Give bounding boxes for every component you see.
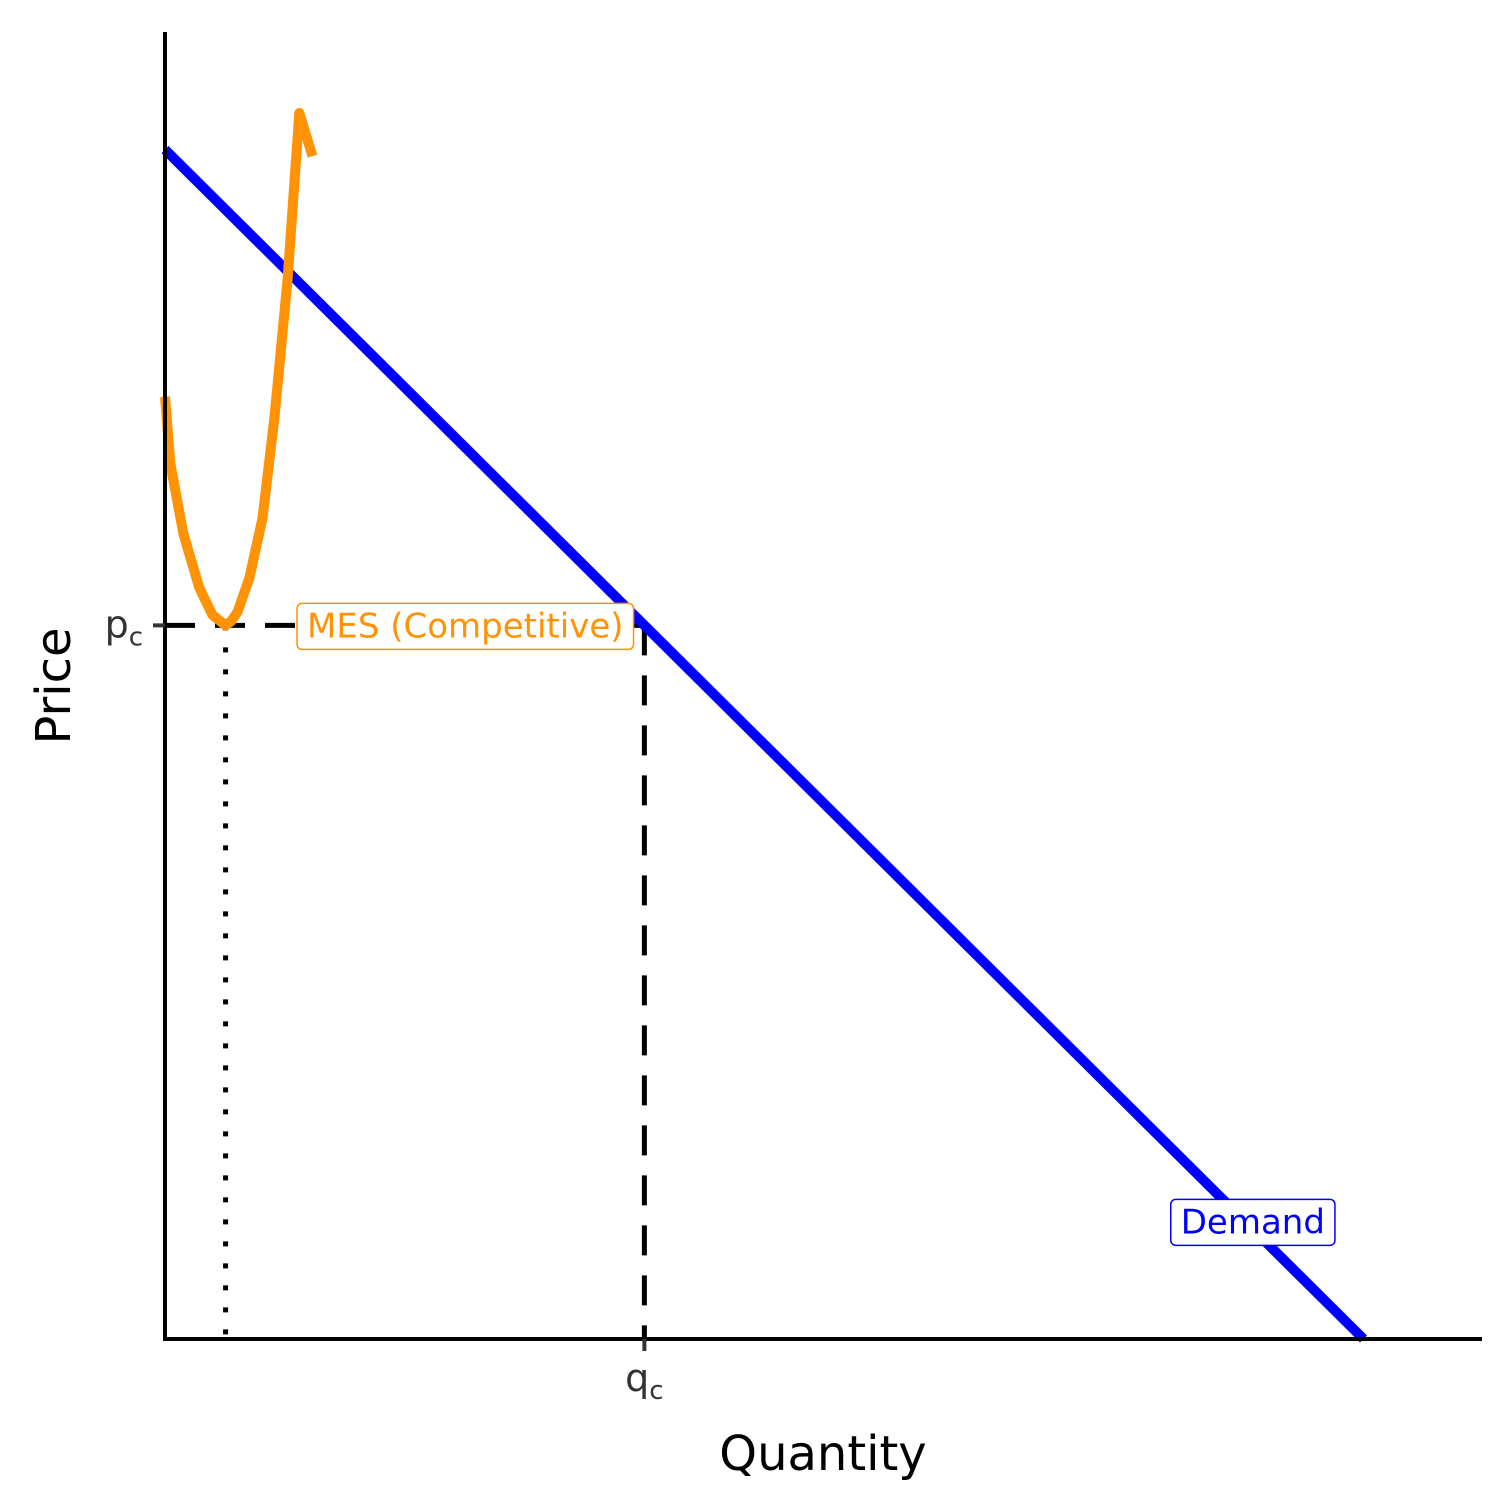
series-layer (160, 108, 1368, 1343)
annotation-label: Demand (1181, 1202, 1325, 1242)
x-axis-title: Quantity (719, 1426, 926, 1482)
series-line-mes-competitive (160, 108, 318, 631)
annotation-box (1169, 1198, 1336, 1247)
ticks: pc qc (105, 602, 664, 1406)
annotation-demand: Demand (1169, 1198, 1336, 1247)
annotation-box (296, 602, 635, 651)
y-tick-label: pc (105, 602, 143, 652)
annotation-label: MES (Competitive) (307, 606, 624, 646)
series-line-demand (161, 146, 1368, 1343)
reference-lines (165, 622, 647, 1339)
annotations: MES (Competitive) Demand (296, 602, 1336, 1247)
x-tick-label: qc (625, 1356, 663, 1406)
y-axis-title: Price (26, 627, 82, 744)
axes (163, 32, 1482, 1341)
annotation-mes-competitive: MES (Competitive) (296, 602, 635, 651)
